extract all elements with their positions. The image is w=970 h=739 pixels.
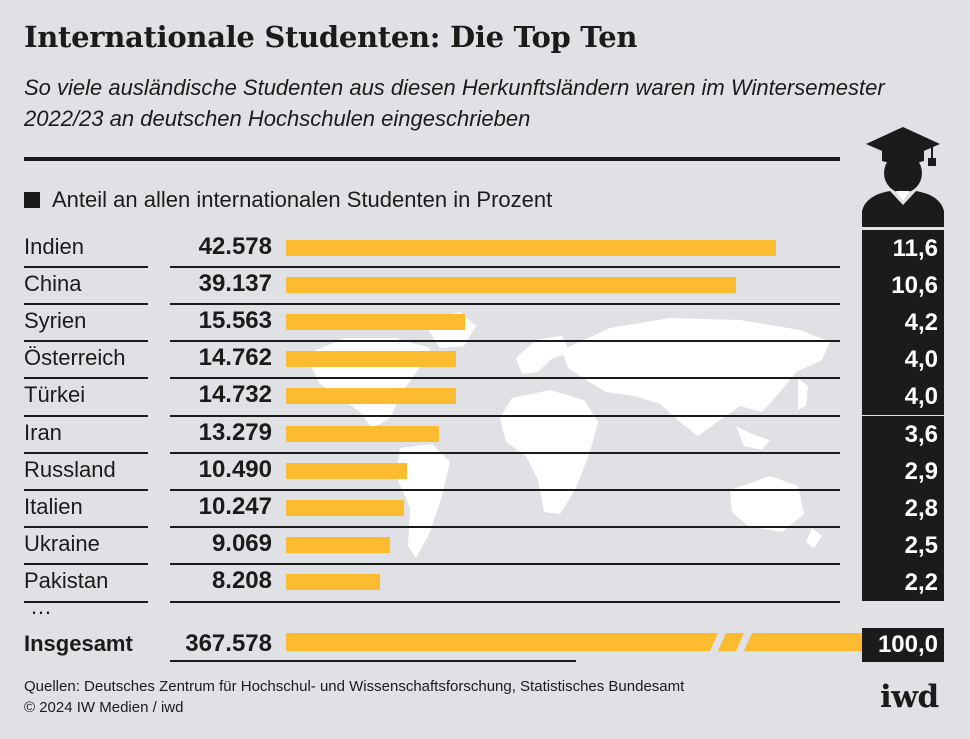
total-underline: [170, 660, 576, 662]
row-separator-right: [170, 562, 840, 565]
chart-title: Internationale Studenten: Die Top Ten: [24, 20, 638, 54]
value-label: 39.137: [198, 270, 272, 298]
row-separator-left: [24, 266, 148, 269]
share-box: 11,6: [862, 230, 944, 267]
row-separator-left: [24, 377, 148, 380]
iwd-logo: iwd: [880, 679, 939, 715]
row-separator-left: [24, 451, 148, 454]
separator-line-total-left: [24, 601, 148, 603]
country-label: China: [24, 271, 82, 297]
chart-row: Iran 13.279 3,6: [0, 415, 970, 453]
source-text: Quellen: Deutsches Zentrum für Hochschul…: [24, 678, 685, 695]
legend: Anteil an allen internationalen Studente…: [24, 187, 552, 213]
share-box: 10,6: [862, 267, 944, 305]
row-separator-left: [24, 414, 148, 417]
share-box: 4,0: [862, 341, 944, 379]
country-label: Syrien: [24, 308, 87, 334]
row-separator-right: [170, 488, 840, 491]
chart-row: Italien 10.247 2,8: [0, 489, 970, 527]
bar: [286, 240, 776, 256]
chart-row: Syrien 15.563 4,2: [0, 304, 970, 342]
share-box: 2,5: [862, 526, 944, 564]
share-box: 3,6: [862, 415, 944, 453]
separator-line-total-right: [170, 601, 840, 603]
row-separator-right: [170, 451, 840, 454]
value-label: 13.279: [198, 418, 272, 446]
row-separator-right: [170, 525, 840, 528]
bar: [286, 499, 404, 516]
chart-subtitle: So viele ausländische Studenten aus dies…: [24, 75, 885, 131]
country-label: Pakistan: [24, 567, 109, 593]
share-box: 4,0: [862, 378, 944, 416]
bar: [286, 277, 737, 294]
total-label: Insgesamt: [24, 631, 133, 656]
value-label: 10.490: [198, 455, 272, 483]
share-box: 4,2: [862, 304, 944, 342]
share-box: 2,9: [862, 452, 944, 490]
chart-row: China 39.137 10,6: [0, 267, 970, 305]
chart-row: Russland 10.490 2,9: [0, 452, 970, 490]
value-label: 15.563: [198, 307, 272, 335]
bar: [286, 314, 466, 331]
chart-row: Türkei 14.732 4,0: [0, 378, 970, 416]
row-separator-right: [170, 414, 840, 417]
value-label: 9.069: [211, 529, 272, 557]
bar: [286, 388, 456, 405]
total-value: 367.578: [185, 630, 272, 657]
country-label: Russland: [24, 456, 116, 482]
legend-swatch: [24, 192, 40, 208]
country-label: Ukraine: [24, 530, 100, 556]
row-separator-right: [170, 377, 840, 380]
country-label: Iran: [24, 419, 62, 445]
value-label: 14.732: [198, 381, 272, 409]
bar: [286, 573, 381, 590]
row-separator-right: [170, 303, 840, 306]
source-note: Quellen: Deutsches Zentrum für Hochschul…: [24, 676, 684, 718]
graduate-icon: [862, 127, 944, 227]
row-separator-right: [170, 266, 840, 269]
row-separator-left: [24, 488, 148, 491]
value-label: 42.578: [198, 233, 272, 260]
country-label: Indien: [24, 234, 84, 259]
row-separator-left: [24, 562, 148, 565]
row-separator-right: [170, 340, 840, 343]
ellipsis: …: [30, 594, 52, 619]
chart-row: Österreich 14.762 4,0: [0, 341, 970, 379]
chart-row: Pakistan 8.208 2,2: [0, 563, 970, 601]
value-label: 8.208: [211, 566, 272, 594]
total-share-box: 100,0: [862, 628, 944, 662]
chart-row: Indien 42.578 11,6: [0, 230, 970, 267]
value-label: 10.247: [198, 492, 272, 520]
legend-label: Anteil an allen internationalen Studente…: [52, 187, 553, 212]
row-separator-left: [24, 303, 148, 306]
country-label: Türkei: [24, 382, 86, 408]
bar: [286, 425, 439, 442]
bar: [286, 462, 407, 479]
total-bar: [286, 633, 866, 651]
country-label: Italien: [24, 493, 83, 519]
country-label: Österreich: [24, 345, 126, 371]
title-divider: [24, 157, 840, 161]
row-separator-left: [24, 525, 148, 528]
share-box: 2,2: [862, 563, 944, 601]
value-label: 14.762: [198, 344, 272, 372]
chart-row: Ukraine 9.069 2,5: [0, 526, 970, 564]
share-box: 2,8: [862, 489, 944, 527]
bar: [286, 536, 391, 553]
copyright-text: © 2024 IW Medien / iwd: [24, 699, 184, 716]
row-separator-left: [24, 340, 148, 343]
bar: [286, 351, 456, 368]
